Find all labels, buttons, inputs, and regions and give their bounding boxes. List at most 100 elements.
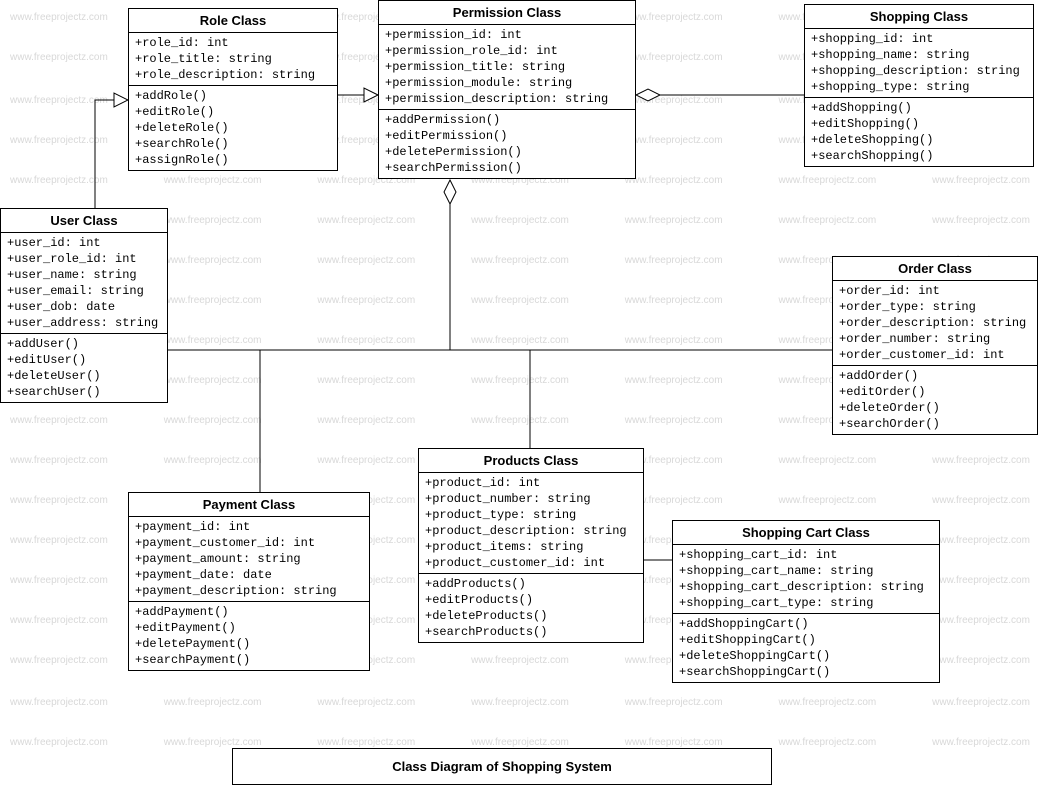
watermark-text: www.freeprojectz.com bbox=[10, 455, 108, 466]
watermark-text: www.freeprojectz.com bbox=[932, 495, 1030, 506]
watermark-text: www.freeprojectz.com bbox=[625, 697, 723, 708]
diagram-title-text: Class Diagram of Shopping System bbox=[392, 759, 612, 774]
class-methods: +addShopping()+editShopping()+deleteShop… bbox=[805, 98, 1033, 166]
method-line: +searchProducts() bbox=[425, 624, 637, 640]
watermark-text: www.freeprojectz.com bbox=[932, 535, 1030, 546]
method-line: +editPermission() bbox=[385, 128, 629, 144]
watermark-text: www.freeprojectz.com bbox=[625, 12, 723, 23]
class-products: Products Class +product_id: int+product_n… bbox=[418, 448, 644, 643]
attribute-line: +order_description: string bbox=[839, 315, 1031, 331]
class-payment: Payment Class+payment_id: int+payment_cu… bbox=[128, 492, 370, 671]
watermark-text: www.freeprojectz.com bbox=[10, 535, 108, 546]
class-shopping: Shopping Class+shopping_id: int+shopping… bbox=[804, 4, 1034, 167]
method-line: +editShoppingCart() bbox=[679, 632, 933, 648]
method-line: +editProducts() bbox=[425, 592, 637, 608]
class-methods: +addRole()+editRole()+deleteRole()+searc… bbox=[129, 86, 337, 170]
method-line: +deleteRole() bbox=[135, 120, 331, 136]
attribute-line: +order_id: int bbox=[839, 283, 1031, 299]
watermark-text: www.freeprojectz.com bbox=[317, 415, 415, 426]
watermark-text: www.freeprojectz.com bbox=[932, 655, 1030, 666]
attribute-line: +payment_date: date bbox=[135, 567, 363, 583]
watermark-text: www.freeprojectz.com bbox=[10, 52, 108, 63]
method-line: +addPayment() bbox=[135, 604, 363, 620]
watermark-text: www.freeprojectz.com bbox=[317, 455, 415, 466]
watermark-text: www.freeprojectz.com bbox=[164, 455, 262, 466]
watermark-text: www.freeprojectz.com bbox=[625, 335, 723, 346]
method-line: +searchPayment() bbox=[135, 652, 363, 668]
watermark-text: www.freeprojectz.com bbox=[164, 255, 262, 266]
attribute-line: +payment_id: int bbox=[135, 519, 363, 535]
class-methods: +addShoppingCart()+editShoppingCart()+de… bbox=[673, 614, 939, 682]
attribute-line: +permission_role_id: int bbox=[385, 43, 629, 59]
method-line: +addShoppingCart() bbox=[679, 616, 933, 632]
attribute-line: +user_name: string bbox=[7, 267, 161, 283]
attribute-line: +permission_id: int bbox=[385, 27, 629, 43]
watermark-text: www.freeprojectz.com bbox=[625, 215, 723, 226]
class-methods: +addUser()+editUser()+deleteUser()+searc… bbox=[1, 334, 167, 402]
watermark-text: www.freeprojectz.com bbox=[317, 335, 415, 346]
method-line: +deleteUser() bbox=[7, 368, 161, 384]
class-attributes: +permission_id: int+permission_role_id: … bbox=[379, 25, 635, 110]
class-title: User Class bbox=[1, 209, 167, 233]
method-line: +searchOrder() bbox=[839, 416, 1031, 432]
watermark-text: www.freeprojectz.com bbox=[625, 415, 723, 426]
method-line: +addPermission() bbox=[385, 112, 629, 128]
watermark-text: www.freeprojectz.com bbox=[932, 175, 1030, 186]
method-line: +addOrder() bbox=[839, 368, 1031, 384]
class-methods: +addProducts()+editProducts()+deleteProd… bbox=[419, 574, 643, 642]
watermark-text: www.freeprojectz.com bbox=[471, 255, 569, 266]
method-line: +assignRole() bbox=[135, 152, 331, 168]
class-attributes: +user_id: int+user_role_id: int+user_nam… bbox=[1, 233, 167, 334]
method-line: +addUser() bbox=[7, 336, 161, 352]
attribute-line: +product_description: string bbox=[425, 523, 637, 539]
watermark-text: www.freeprojectz.com bbox=[778, 737, 876, 748]
class-title: Shopping Cart Class bbox=[673, 521, 939, 545]
attribute-line: +product_id: int bbox=[425, 475, 637, 491]
watermark-text: www.freeprojectz.com bbox=[932, 737, 1030, 748]
method-line: +addProducts() bbox=[425, 576, 637, 592]
watermark-text: www.freeprojectz.com bbox=[471, 415, 569, 426]
attribute-line: +shopping_cart_name: string bbox=[679, 563, 933, 579]
watermark-text: www.freeprojectz.com bbox=[164, 335, 262, 346]
method-line: +deleteShoppingCart() bbox=[679, 648, 933, 664]
watermark-text: www.freeprojectz.com bbox=[317, 375, 415, 386]
watermark-text: www.freeprojectz.com bbox=[932, 697, 1030, 708]
class-role: Role Class+role_id: int+role_title: stri… bbox=[128, 8, 338, 171]
watermark-text: www.freeprojectz.com bbox=[625, 737, 723, 748]
method-line: +editUser() bbox=[7, 352, 161, 368]
watermark-text: www.freeprojectz.com bbox=[471, 737, 569, 748]
attribute-line: +order_type: string bbox=[839, 299, 1031, 315]
watermark-text: www.freeprojectz.com bbox=[471, 335, 569, 346]
watermark-text: www.freeprojectz.com bbox=[317, 295, 415, 306]
method-line: +deletePayment() bbox=[135, 636, 363, 652]
watermark-text: www.freeprojectz.com bbox=[471, 697, 569, 708]
watermark-text: www.freeprojectz.com bbox=[164, 375, 262, 386]
method-line: +addRole() bbox=[135, 88, 331, 104]
class-permission: Permission Class+permission_id: int+perm… bbox=[378, 0, 636, 179]
watermark-text: www.freeprojectz.com bbox=[317, 215, 415, 226]
class-title: Products Class bbox=[419, 449, 643, 473]
watermark-text: www.freeprojectz.com bbox=[932, 455, 1030, 466]
attribute-line: +order_number: string bbox=[839, 331, 1031, 347]
watermark-text: www.freeprojectz.com bbox=[625, 135, 723, 146]
attribute-line: +shopping_id: int bbox=[811, 31, 1027, 47]
method-line: +editOrder() bbox=[839, 384, 1031, 400]
method-line: +deleteProducts() bbox=[425, 608, 637, 624]
watermark-text: www.freeprojectz.com bbox=[778, 215, 876, 226]
method-line: +deleteShopping() bbox=[811, 132, 1027, 148]
class-methods: +addPermission()+editPermission()+delete… bbox=[379, 110, 635, 178]
watermark-text: www.freeprojectz.com bbox=[317, 255, 415, 266]
attribute-line: +product_number: string bbox=[425, 491, 637, 507]
attribute-line: +shopping_name: string bbox=[811, 47, 1027, 63]
method-line: +deleteOrder() bbox=[839, 400, 1031, 416]
attribute-line: +user_address: string bbox=[7, 315, 161, 331]
watermark-text: www.freeprojectz.com bbox=[625, 255, 723, 266]
class-attributes: +order_id: int+order_type: string+order_… bbox=[833, 281, 1037, 366]
class-shopping-cart: Shopping Cart Class+shopping_cart_id: in… bbox=[672, 520, 940, 683]
watermark-text: www.freeprojectz.com bbox=[932, 215, 1030, 226]
attribute-line: +shopping_cart_type: string bbox=[679, 595, 933, 611]
attribute-line: +user_id: int bbox=[7, 235, 161, 251]
method-line: +searchUser() bbox=[7, 384, 161, 400]
class-methods: +addOrder()+editOrder()+deleteOrder()+se… bbox=[833, 366, 1037, 434]
attribute-line: +permission_module: string bbox=[385, 75, 629, 91]
